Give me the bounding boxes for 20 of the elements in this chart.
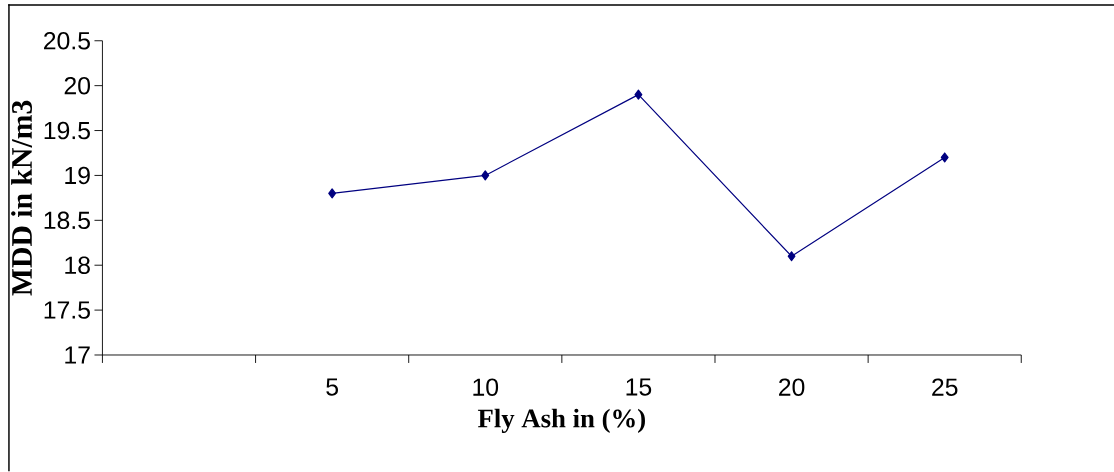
x-tick-label: 25: [932, 378, 958, 397]
y-tick-label: 19: [65, 166, 90, 185]
y-tick-label: 19.5: [44, 121, 90, 140]
point: [634, 89, 643, 100]
y-tick-label: 18: [65, 256, 90, 275]
point: [940, 152, 949, 163]
y-tick-label: 17: [65, 346, 90, 364]
point: [481, 170, 490, 181]
y-tick-label: 20.5: [44, 32, 90, 50]
x-tick-label: 20: [779, 378, 805, 397]
y-tick-label: 18.5: [44, 211, 90, 230]
x-tick-label: 15: [626, 378, 652, 396]
y-tick-label: 20: [64, 77, 90, 95]
x-tick-label: 10: [473, 378, 499, 397]
x-tick-label: 5: [326, 378, 338, 396]
y-axis-title: MDD in kN/m3: [11, 100, 32, 296]
y-tick-label: 17.5: [44, 301, 90, 319]
x-axis-title: Fly Ash in (%): [477, 408, 645, 434]
point: [787, 251, 796, 262]
point: [328, 188, 337, 199]
